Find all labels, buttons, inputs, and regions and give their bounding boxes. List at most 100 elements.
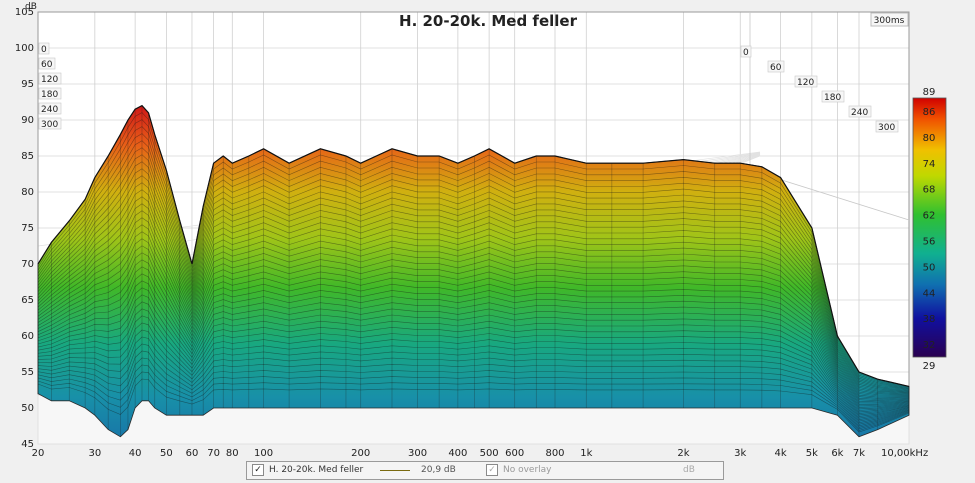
legend-item2-checkbox[interactable]: ✓ bbox=[486, 464, 498, 476]
y-tick-label: 80 bbox=[21, 187, 34, 198]
time-tick-box bbox=[38, 87, 62, 100]
slice-contour bbox=[37, 175, 910, 394]
colorbar-label: 80 bbox=[923, 133, 936, 144]
x-tick-label: 20 bbox=[32, 448, 45, 459]
slice-contour bbox=[37, 294, 910, 414]
slice-contour bbox=[37, 266, 910, 408]
colorbar-label: 68 bbox=[923, 185, 936, 196]
slice-contour bbox=[37, 322, 910, 421]
slice-contour bbox=[37, 147, 910, 391]
colorbar-labels: 89 86 80 74 68 62 56 50 44 38 32 29 bbox=[923, 87, 936, 372]
slice-contour bbox=[37, 140, 910, 391]
time-tick-box bbox=[38, 72, 62, 85]
slice-contour bbox=[37, 119, 910, 389]
y-tick-label: 65 bbox=[21, 295, 34, 306]
time-range-box bbox=[870, 12, 909, 27]
time-tick-label-right: 180 bbox=[824, 93, 841, 103]
slice-contour bbox=[37, 161, 910, 393]
slice-contour bbox=[37, 210, 910, 398]
y-tick-label: 45 bbox=[21, 439, 34, 450]
time-range-label: 300ms bbox=[874, 16, 905, 26]
time-tick-label-right: 0 bbox=[743, 48, 749, 58]
colorbar bbox=[912, 97, 947, 358]
y-tick-label: 70 bbox=[21, 259, 34, 270]
slice-contour bbox=[37, 301, 910, 416]
colorbar-label: 44 bbox=[923, 288, 936, 299]
front-slice-line bbox=[37, 104, 910, 387]
slice-contour bbox=[37, 343, 910, 425]
x-tick-label: 10,00kHz bbox=[881, 448, 928, 459]
x-tick-label: 500 bbox=[480, 448, 499, 459]
x-tick-label: 50 bbox=[160, 448, 173, 459]
x-tick-label: 7k bbox=[853, 448, 865, 459]
slice-contour bbox=[37, 371, 910, 431]
slice-contour bbox=[37, 315, 910, 419]
x-tick-label: 300 bbox=[408, 448, 427, 459]
x-tick-label: 2k bbox=[677, 448, 689, 459]
slice-contour bbox=[37, 224, 910, 400]
slice-contour bbox=[37, 245, 910, 404]
slice-contour bbox=[37, 336, 910, 424]
colorbar-label: 38 bbox=[923, 314, 936, 325]
x-tick-label: 4k bbox=[775, 448, 787, 459]
slice-contour bbox=[37, 350, 910, 427]
y-tick-label: 105 bbox=[15, 7, 34, 18]
slice-contour bbox=[37, 357, 910, 428]
x-axis-ticks: 20 30 40 50 60 70 80 100 200 300 400 500 600 800 1k 2k 3… bbox=[32, 448, 929, 459]
time-tick-label-left: 300 bbox=[41, 120, 58, 130]
x-tick-label: 600 bbox=[505, 448, 524, 459]
x-tick-label: 60 bbox=[186, 448, 199, 459]
colorbar-label: 29 bbox=[923, 361, 936, 372]
time-axis-ticks: 0 60 120 180 240 300 0 60 120 180 240 300 bbox=[38, 42, 899, 133]
x-tick-label: 5k bbox=[806, 448, 818, 459]
time-tick-box bbox=[794, 75, 818, 88]
time-tick-label-right: 120 bbox=[797, 78, 814, 88]
slice-contour bbox=[37, 273, 910, 410]
colorbar-label: 74 bbox=[923, 159, 936, 170]
y-axis-ticks: 45 50 55 60 65 70 75 80 85 90 95 100 105 bbox=[15, 7, 34, 450]
legend-item1-swatch bbox=[380, 470, 410, 471]
legend: ✓ H. 20-20k. Med feller 20,9 dB ✓ No ove… bbox=[246, 461, 724, 480]
y-unit-label: dB bbox=[25, 2, 37, 12]
x-tick-label: 400 bbox=[448, 448, 467, 459]
x-tick-label: 800 bbox=[545, 448, 564, 459]
time-tick-box bbox=[38, 42, 50, 55]
time-tick-box bbox=[740, 45, 752, 58]
x-tick-label: 100 bbox=[254, 448, 273, 459]
y-tick-label: 95 bbox=[21, 79, 34, 90]
time-tick-label-right: 60 bbox=[770, 63, 782, 73]
slice-contour bbox=[37, 252, 910, 405]
x-tick-label: 1k bbox=[580, 448, 592, 459]
time-tick-label-right: 240 bbox=[851, 108, 868, 118]
x-tick-label: 6k bbox=[831, 448, 843, 459]
legend-item2-unit: dB bbox=[683, 465, 695, 475]
slice-contour bbox=[37, 217, 910, 399]
legend-item1-checkbox[interactable]: ✓ bbox=[252, 464, 264, 476]
slice-contour bbox=[37, 364, 910, 430]
time-tick-box bbox=[821, 90, 845, 103]
x-tick-label: 70 bbox=[207, 448, 220, 459]
slice-contour bbox=[37, 182, 910, 395]
y-tick-label: 50 bbox=[21, 403, 34, 414]
slice-contour bbox=[37, 308, 910, 417]
time-tick-label-left: 240 bbox=[41, 105, 58, 115]
slice-contour bbox=[37, 378, 910, 433]
slice-contour bbox=[37, 168, 910, 393]
legend-item1-label: H. 20-20k. Med feller bbox=[269, 465, 364, 475]
slice-contour bbox=[37, 238, 910, 403]
slice-contour bbox=[37, 126, 910, 389]
slice-contour bbox=[37, 133, 910, 390]
slice-contour bbox=[37, 112, 910, 388]
time-tick-box bbox=[875, 120, 899, 133]
slice-contour bbox=[37, 203, 909, 397]
time-tick-label-right: 300 bbox=[878, 123, 895, 133]
colorbar-label: 32 bbox=[923, 340, 936, 351]
slice-contour bbox=[37, 231, 910, 402]
time-tick-box bbox=[767, 60, 785, 73]
colorbar-label: 89 bbox=[923, 87, 936, 98]
y-tick-label: 75 bbox=[21, 223, 34, 234]
waterfall-surface bbox=[37, 104, 910, 438]
time-tick-box bbox=[848, 105, 872, 118]
time-tick-box bbox=[38, 117, 62, 130]
